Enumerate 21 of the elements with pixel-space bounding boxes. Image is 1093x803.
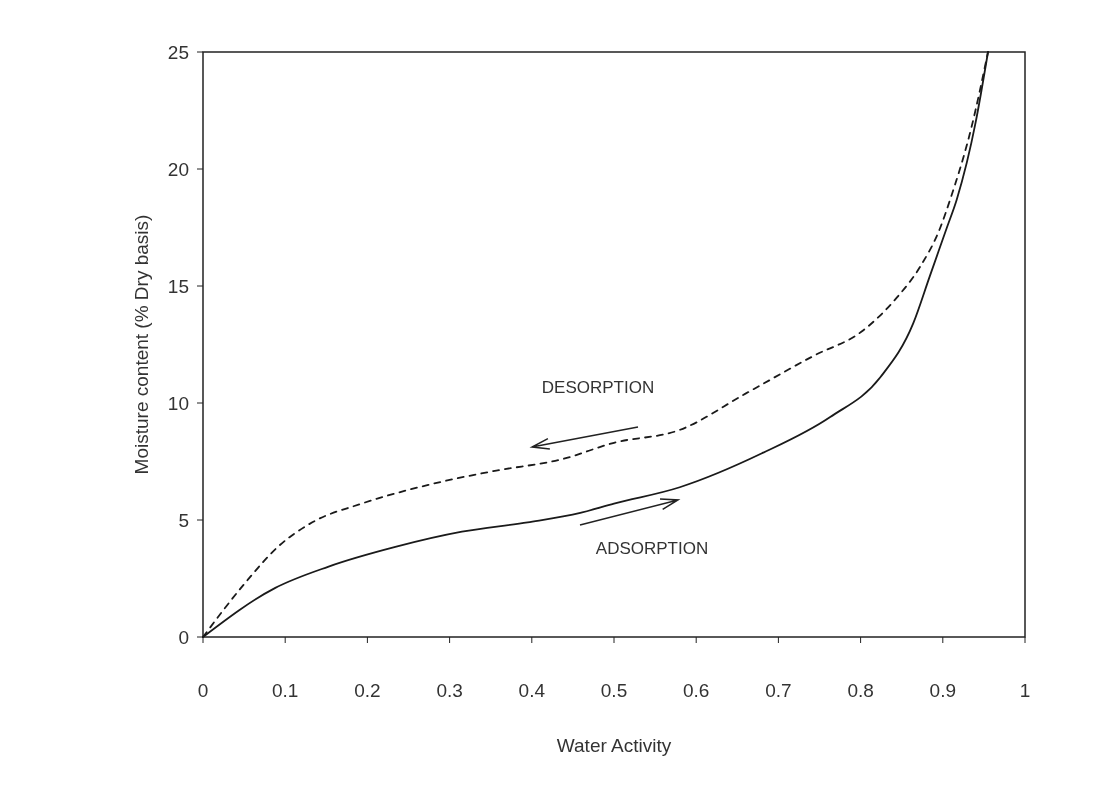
x-tick-label: 0.5 <box>600 680 628 701</box>
x-tick-label: 0.7 <box>765 680 792 701</box>
x-tick-label: 0.8 <box>847 680 874 701</box>
x-tick-label: 0.9 <box>929 680 957 701</box>
x-tick-label: 0.4 <box>518 680 546 701</box>
x-tick-label: 0.6 <box>682 680 710 701</box>
x-tick-label: 0.1 <box>271 680 299 701</box>
x-tick-label: 0 <box>197 680 209 701</box>
y-tick-label: 0 <box>178 626 189 648</box>
y-tick-label: 10 <box>167 392 189 414</box>
y-axis-title: Moisture content (% Dry basis) <box>131 214 152 475</box>
annotation: ADSORPTION <box>595 538 709 558</box>
y-tick-label: 25 <box>167 41 189 63</box>
x-tick-label: 1 <box>1019 680 1031 701</box>
y-tick-label: 5 <box>178 509 189 531</box>
annotation: DESORPTION <box>541 377 655 397</box>
x-tick-label: 0.3 <box>436 680 463 701</box>
x-tick-label: 0.2 <box>354 680 381 701</box>
x-axis-title: Water Activity <box>556 735 672 756</box>
y-tick-label: 20 <box>167 158 189 180</box>
y-tick-label: 15 <box>167 275 189 297</box>
